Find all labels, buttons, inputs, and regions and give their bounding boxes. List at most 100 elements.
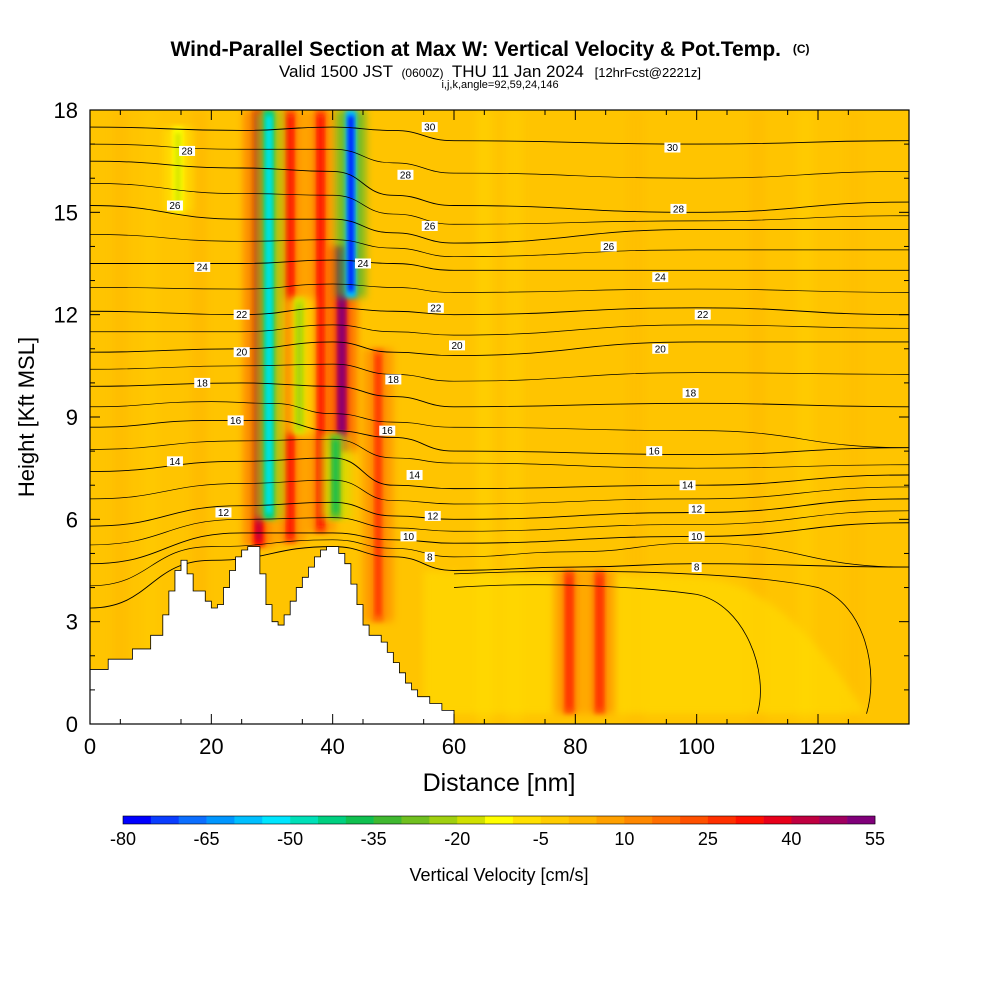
isentrope-intermediate: [90, 479, 909, 505]
isentrope-label-text: 14: [409, 470, 421, 481]
updraft-band: [554, 570, 585, 714]
isentrope-label-text: 16: [382, 426, 394, 437]
colorbar-swatch: [262, 816, 291, 824]
colorbar-swatch: [847, 816, 876, 824]
isentrope-label: 12: [215, 507, 232, 519]
isentrope-label: 16: [227, 415, 244, 427]
isentrope-label: 24: [355, 258, 371, 270]
isentrope-label-box: [670, 203, 687, 214]
colorbar-swatch: [735, 816, 764, 824]
isentrope-label: 14: [679, 480, 696, 492]
downdraft-band: [320, 434, 351, 520]
isentrope-label-box: [427, 302, 444, 313]
isentrope-label-text: 24: [197, 262, 209, 273]
updraft-band-core: [318, 116, 324, 527]
isentrope-label: 26: [421, 220, 438, 232]
colorbar-swatch: [791, 816, 820, 824]
isentrope-label-box: [691, 562, 702, 573]
chart-indices: i,j,k,angle=92,59,24,146: [441, 79, 558, 91]
isentrope-label: 12: [424, 510, 441, 522]
terrain: [90, 546, 455, 724]
colorbar-swatch: [512, 816, 542, 824]
colorbar-tick-label: -35: [361, 829, 387, 849]
colorbar-swatch: [345, 816, 374, 824]
isentrope-label-box: [652, 343, 669, 354]
x-axis-label: Distance [nm]: [423, 769, 576, 797]
isentrope-label: 10: [688, 531, 705, 543]
isentrope-label-box: [400, 531, 417, 542]
isentrope-label-box: [233, 309, 250, 320]
isentrope-label: 28: [670, 203, 687, 215]
isentrope-label-box: [215, 507, 232, 518]
colorbar-swatch: [373, 816, 402, 824]
colorbar-swatch: [429, 816, 458, 824]
isentrope-label: 18: [385, 374, 402, 386]
isentrope-label-box: [166, 200, 183, 211]
subtitle-fcst: [12hrFcst@2221z]: [595, 65, 701, 80]
isentrope-label-text: 30: [667, 143, 679, 154]
colorbar-swatch: [763, 816, 792, 824]
isentrope-24: [90, 259, 909, 271]
colorbar-swatch: [568, 816, 597, 824]
low-level-weak-region: [423, 570, 867, 714]
isentrope-label: 10: [400, 531, 417, 543]
y-tick-label: 12: [54, 303, 78, 328]
updraft-band: [584, 570, 615, 714]
isentrope-label-box: [379, 425, 396, 436]
subtitle-valid: Valid 1500 JST: [279, 62, 393, 81]
colorbar-swatch: [707, 816, 737, 824]
isentrope-label: 28: [397, 169, 414, 181]
isentrope-label-box: [449, 340, 466, 351]
isentrope-intermediate: [90, 401, 909, 449]
isentrope-label-text: 20: [451, 341, 463, 352]
isentrope-label-box: [227, 415, 244, 426]
isentrope-18: [90, 382, 909, 408]
subtitle-zulu: (0600Z): [401, 66, 443, 80]
isentrope-label: 22: [694, 309, 711, 321]
y-tick-label: 9: [66, 405, 78, 430]
isentrope-label-text: 16: [649, 447, 661, 458]
x-tick-label: 80: [563, 734, 587, 759]
isentrope-intermediate: [90, 438, 909, 469]
y-tick-label: 3: [66, 610, 78, 635]
downdraft-band-core: [175, 133, 181, 207]
isentrope-16: [90, 419, 909, 455]
downdraft-band-core: [296, 303, 302, 429]
y-tick-label: 0: [66, 712, 78, 737]
x-tick-label: 120: [800, 734, 837, 759]
isentrope-label-box: [233, 347, 250, 358]
isentrope-14: [90, 457, 909, 490]
background-streak: [506, 110, 523, 724]
isentrope-label: 28: [179, 145, 196, 157]
isentrope-28: [90, 160, 909, 213]
y-tick-label: 18: [54, 98, 78, 123]
colorbar-swatch: [234, 816, 263, 824]
colorbar-tick-label: 55: [865, 829, 885, 849]
isentrope-label-box: [421, 220, 438, 231]
isentrope-label-text: 8: [427, 552, 433, 563]
isentrope-label-text: 18: [197, 378, 209, 389]
isentrope-label: 22: [233, 309, 250, 321]
isentrope-label-text: 10: [691, 532, 703, 543]
updraft-band-core: [566, 576, 572, 708]
isentrope-label: 8: [424, 551, 435, 563]
isentrope-label-box: [652, 272, 669, 283]
isentrope-label: 30: [664, 142, 681, 154]
isentrope-label-box: [194, 377, 211, 388]
background-streak: [112, 110, 129, 724]
plot-area: 28 26 24 22 20 18 16 14 12 30 28 26 24 22 20 18 16 14 12 10…: [90, 110, 909, 724]
isentrope-label-box: [679, 480, 696, 491]
isentrope-label-text: 28: [182, 146, 194, 157]
isentrope-label-box: [385, 374, 402, 385]
isentrope-intermediate: [90, 182, 909, 225]
x-tick-label: 40: [320, 734, 344, 759]
isentrope-label: 8: [691, 562, 702, 574]
isentrope-label-box: [682, 388, 699, 399]
isentrope-label: 18: [194, 377, 211, 389]
chart-subtitle: Valid 1500 JST (0600Z) THU 11 Jan 2024 […: [279, 62, 701, 81]
colorbar-swatch: [317, 816, 347, 824]
isentrope-label-text: 14: [169, 457, 181, 468]
isentrope-label-box: [600, 241, 617, 252]
isentrope-label-text: 22: [697, 310, 709, 321]
isentrope-label: 16: [379, 425, 396, 437]
